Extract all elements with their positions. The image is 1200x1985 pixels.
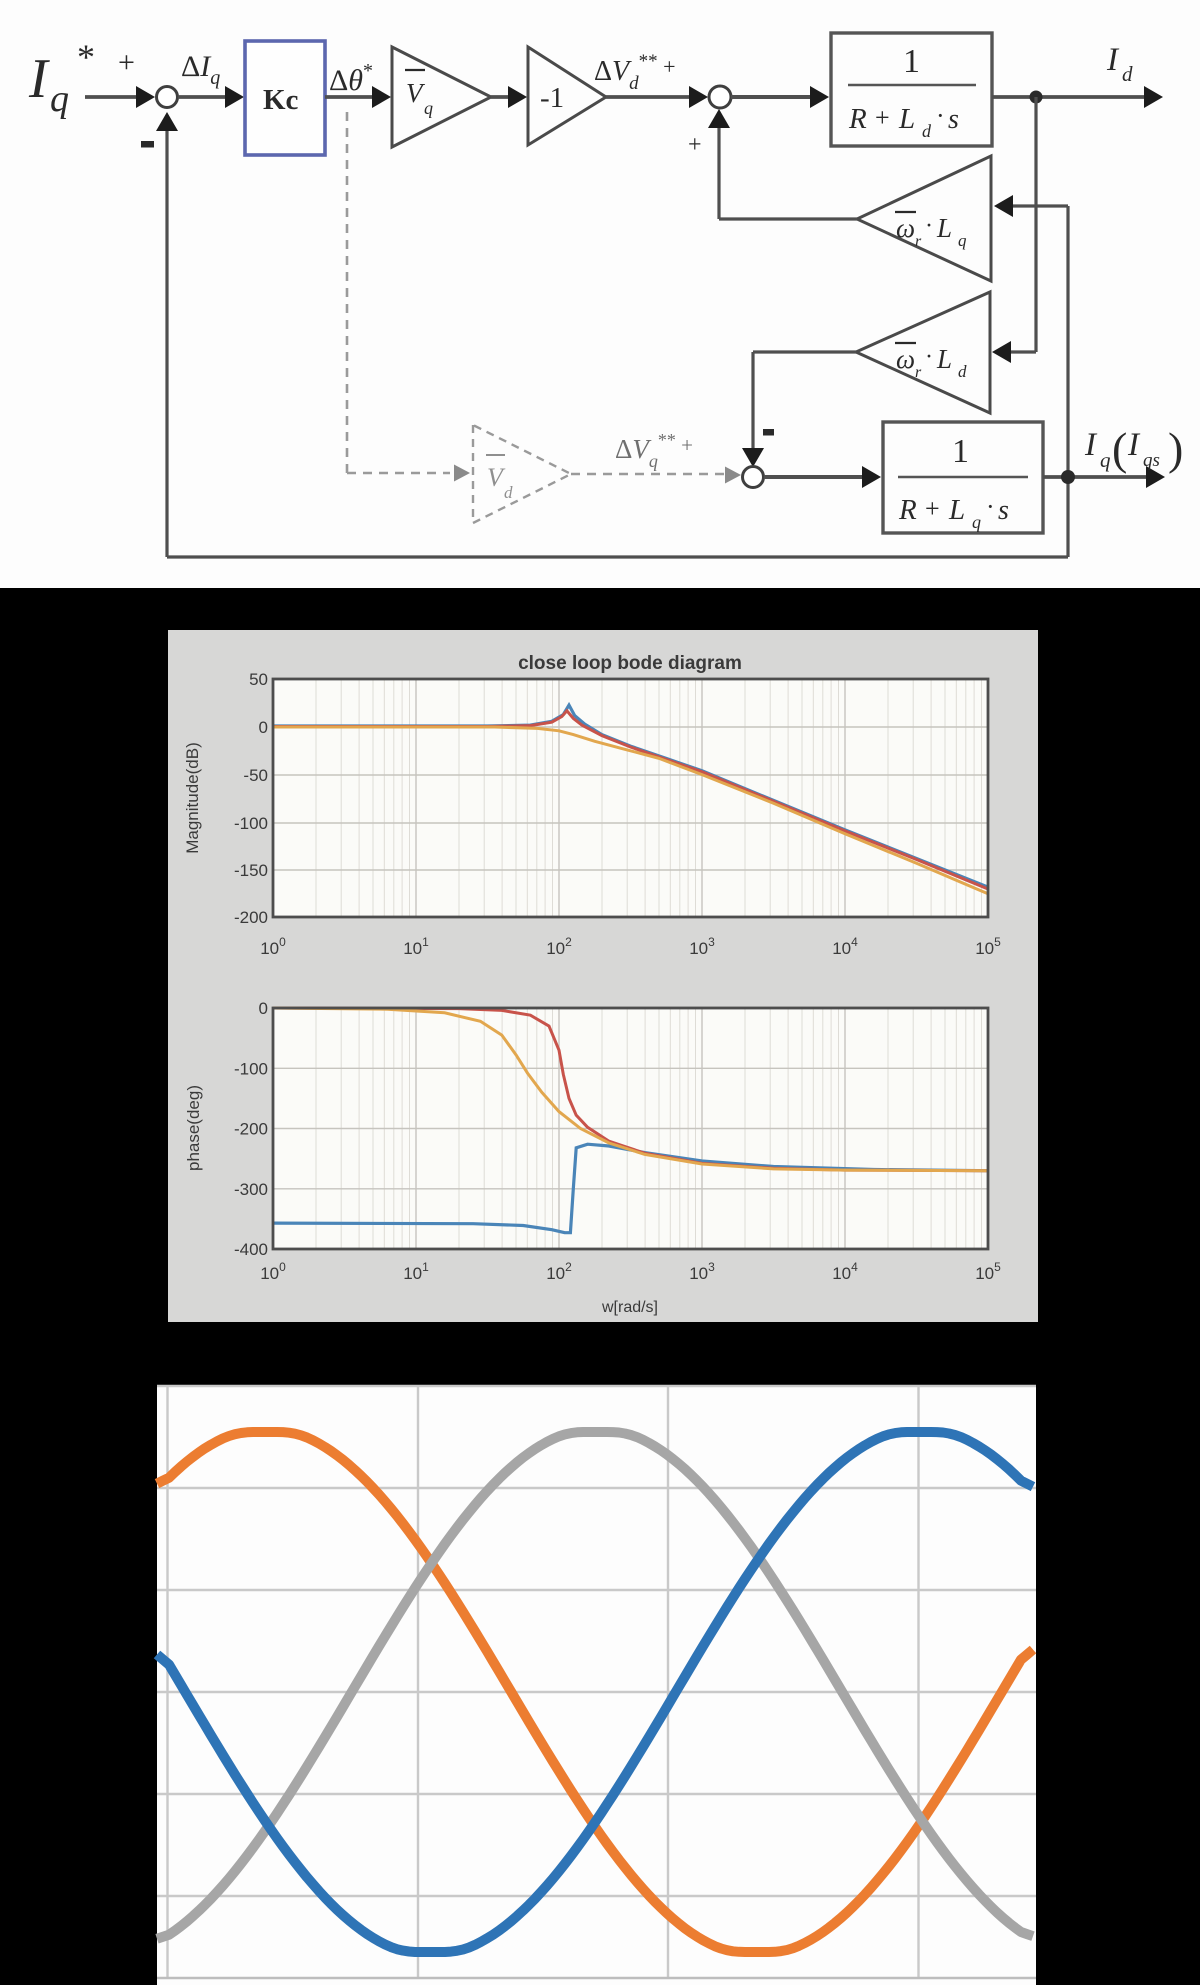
svg-text:-100: -100 (234, 1059, 268, 1078)
svg-text:-100: -100 (234, 814, 268, 833)
svg-text:s: s (948, 104, 959, 135)
svg-text:+: + (118, 46, 135, 79)
svg-text:s: s (998, 495, 1009, 526)
svg-text:I: I (1127, 427, 1141, 463)
svg-text:+: + (688, 132, 702, 158)
svg-text:V: V (487, 463, 506, 492)
svg-text:+: + (875, 103, 890, 132)
svg-text:V: V (406, 78, 426, 108)
svg-text:ΔIq: ΔIq (181, 50, 220, 89)
svg-text:Magnitude(dB): Magnitude(dB) (183, 742, 202, 854)
svg-text:I: I (1084, 427, 1098, 463)
svg-text:qs: qs (1143, 450, 1160, 471)
svg-text:L: L (936, 213, 952, 243)
svg-text:1: 1 (952, 433, 969, 470)
svg-text:(: ( (1112, 423, 1127, 474)
svg-text:50: 50 (249, 670, 268, 689)
svg-text:-300: -300 (234, 1180, 268, 1199)
svg-text:w[rad/s]: w[rad/s] (601, 1299, 658, 1316)
svg-text:L: L (948, 494, 965, 526)
svg-text:·: · (925, 213, 933, 239)
svg-text:*: * (77, 37, 95, 77)
svg-text:r: r (915, 233, 922, 250)
svg-text:phase(deg): phase(deg) (184, 1085, 203, 1171)
svg-text:r: r (915, 364, 922, 381)
svg-text:-200: -200 (234, 908, 268, 927)
svg-text:1: 1 (903, 43, 920, 80)
svg-text:Kc: Kc (263, 84, 299, 116)
svg-text:-50: -50 (243, 766, 268, 785)
svg-text:I: I (28, 48, 50, 110)
svg-text:-200: -200 (234, 1120, 268, 1139)
svg-text:L: L (936, 344, 952, 374)
svg-text:-150: -150 (234, 861, 268, 880)
svg-text:Δθ*: Δθ* (329, 60, 373, 97)
svg-text:R: R (848, 103, 867, 135)
svg-text:·: · (936, 101, 945, 130)
svg-text:-400: -400 (234, 1240, 268, 1259)
svg-text:0: 0 (259, 999, 268, 1018)
svg-text:R: R (898, 494, 917, 526)
svg-text:d: d (1122, 62, 1133, 86)
svg-text:ω: ω (896, 213, 915, 243)
svg-text:q: q (958, 231, 967, 250)
svg-text:-1: -1 (540, 82, 564, 114)
svg-text:q: q (50, 78, 69, 120)
svg-text:·: · (925, 344, 933, 370)
svg-text:q: q (424, 98, 433, 118)
svg-text:d: d (958, 362, 967, 381)
svg-text:ω: ω (896, 344, 915, 374)
svg-text:L: L (898, 103, 915, 135)
svg-text:·: · (986, 492, 995, 521)
svg-text:q: q (972, 512, 981, 532)
svg-text:I: I (1106, 42, 1120, 78)
svg-text:q: q (1100, 448, 1111, 472)
svg-text:d: d (504, 483, 513, 502)
svg-text:+: + (925, 494, 940, 523)
svg-text:): ) (1168, 423, 1183, 474)
svg-text:d: d (922, 121, 932, 141)
svg-text:close loop bode diagram: close loop bode diagram (518, 653, 742, 674)
svg-text:0: 0 (259, 718, 268, 737)
